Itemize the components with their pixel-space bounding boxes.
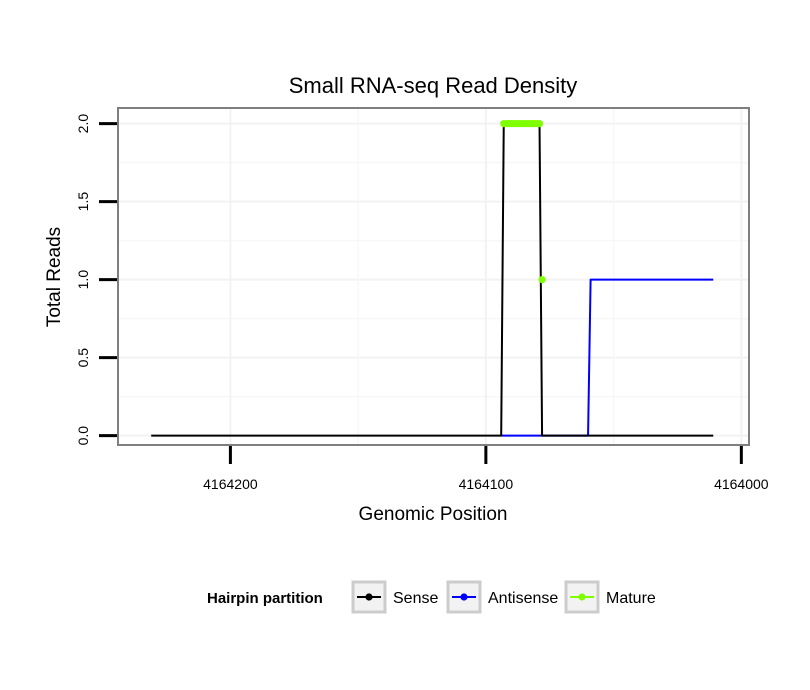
legend-label-sense: Sense [393,590,438,607]
legend-key-point-sense [365,593,373,601]
y-tick-label: 0.5 [75,348,91,368]
y-tick-label: 0.0 [75,426,91,446]
mature-point [538,276,546,284]
x-axis-title: Genomic Position [359,504,508,525]
plot-panel-border [117,107,750,446]
y-tick-label: 1.5 [75,192,91,212]
y-tick-label: 2.0 [75,114,91,134]
legend-key-point-antisense [460,593,468,601]
chart-title: Small RNA-seq Read Density [289,73,578,98]
legend-label-antisense: Antisense [488,590,558,607]
grid-lines [118,108,749,445]
mature-point [535,120,544,128]
x-tick-label: 4164000 [714,476,769,492]
legend-items: Sense Antisense Mature [351,580,656,614]
x-tick-label: 4164200 [203,476,258,492]
y-tick-label: 1.0 [75,270,91,290]
legend-title: Hairpin partition [207,590,323,607]
x-axis: 4164200 4164100 4164000 [203,446,769,492]
x-tick-label: 4164100 [459,476,514,492]
y-axis: 0.0 0.5 1.0 1.5 2.0 [75,114,117,446]
legend-label-mature: Mature [606,590,656,607]
plot-series [151,120,714,437]
legend: Hairpin partition Sense Antisense Mature [207,580,656,614]
y-axis-title: Total Reads [44,227,65,327]
legend-key-point-mature [578,593,586,601]
